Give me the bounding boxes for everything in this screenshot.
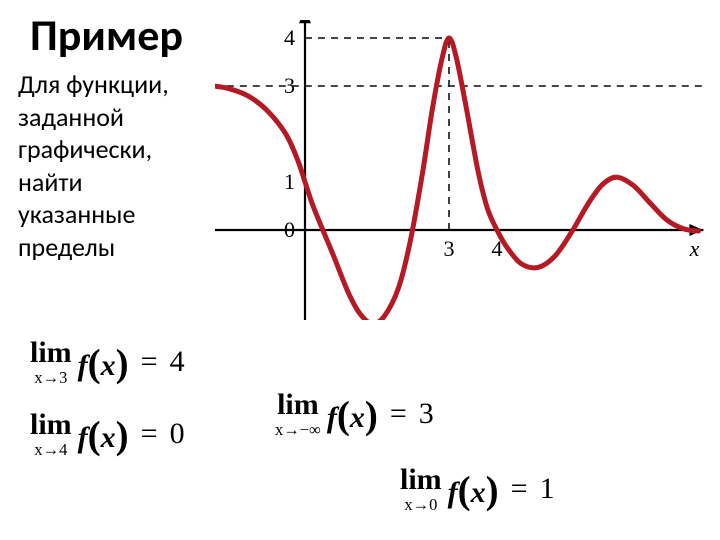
- lim-block: lim x→4: [30, 410, 72, 459]
- lim-block: lim x→0: [400, 465, 442, 514]
- equals: =: [141, 417, 158, 451]
- limit-1: lim x→3 f(x) = 4: [30, 338, 185, 387]
- svg-text:3: 3: [284, 73, 295, 98]
- lim-word: lim: [400, 465, 442, 495]
- svg-text:0: 0: [284, 217, 295, 242]
- svg-text:3: 3: [444, 236, 455, 261]
- lim-sub: x→4: [34, 442, 67, 459]
- equals: =: [141, 345, 158, 379]
- equals: =: [511, 472, 528, 506]
- lim-block: lim x→−∞: [275, 390, 321, 439]
- lim-word: lim: [30, 410, 72, 440]
- page-title: Пример: [30, 8, 183, 62]
- limit-4: lim x→0 f(x) = 1: [400, 465, 555, 514]
- task-description: Для функции, заданной графически, найти …: [18, 68, 169, 263]
- limit-2: lim x→4 f(x) = 0: [30, 410, 185, 459]
- equals: =: [390, 397, 407, 431]
- lim-sub: x→−∞: [275, 422, 321, 439]
- lim-block: lim x→3: [30, 338, 72, 387]
- lim-word: lim: [30, 338, 72, 368]
- f-of-x: f(x): [78, 340, 129, 385]
- limit-answer: 0: [170, 417, 185, 451]
- svg-text:x: x: [689, 236, 700, 261]
- svg-text:1: 1: [284, 169, 295, 194]
- chart-container: yx013434: [215, 20, 715, 320]
- limit-answer: 3: [419, 397, 434, 431]
- lim-sub: x→0: [404, 497, 437, 514]
- f-of-x: f(x): [78, 412, 129, 457]
- f-of-x: f(x): [448, 467, 499, 512]
- limit-answer: 1: [540, 472, 555, 506]
- lim-sub: x→3: [34, 370, 67, 387]
- f-of-x: f(x): [327, 392, 378, 437]
- svg-text:4: 4: [284, 25, 295, 50]
- limit-3: lim x→−∞ f(x) = 3: [275, 390, 434, 439]
- limit-answer: 4: [170, 345, 185, 379]
- function-graph: yx013434: [215, 20, 715, 320]
- lim-word: lim: [277, 390, 319, 420]
